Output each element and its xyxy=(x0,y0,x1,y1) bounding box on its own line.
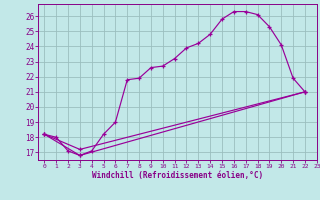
X-axis label: Windchill (Refroidissement éolien,°C): Windchill (Refroidissement éolien,°C) xyxy=(92,171,263,180)
